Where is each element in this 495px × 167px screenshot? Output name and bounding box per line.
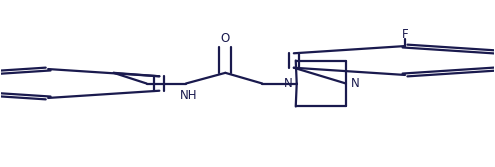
Text: O: O	[221, 32, 230, 45]
Text: N: N	[350, 77, 359, 90]
Text: F: F	[402, 28, 408, 41]
Text: NH: NH	[180, 89, 197, 102]
Text: N: N	[284, 77, 292, 90]
